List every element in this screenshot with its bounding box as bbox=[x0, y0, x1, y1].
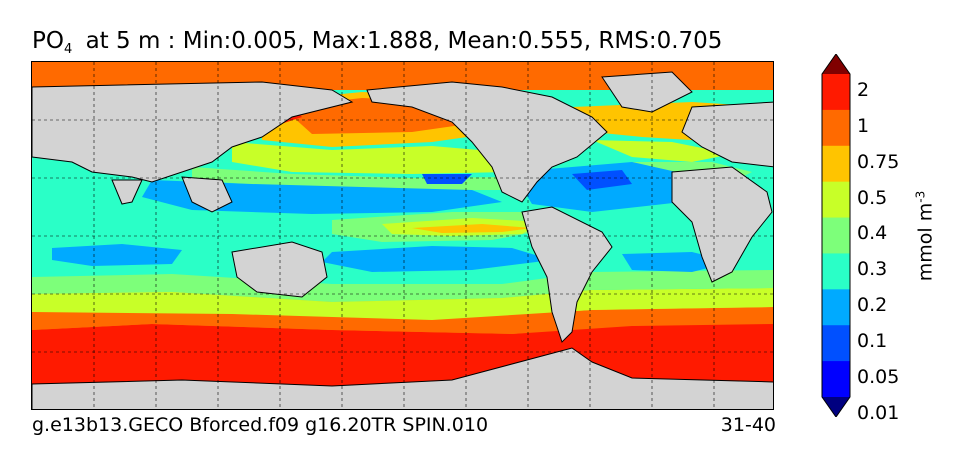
colorbar-cell bbox=[822, 217, 850, 254]
colorbar-extend-max bbox=[822, 54, 850, 74]
colorbar-cell bbox=[822, 325, 850, 362]
colorbar-tick-label: 0.05 bbox=[857, 366, 900, 388]
southern-band-04 bbox=[32, 288, 773, 320]
land-greenland bbox=[601, 71, 693, 113]
colorbar-extend-min bbox=[822, 397, 850, 417]
colorbar-cell bbox=[822, 253, 850, 290]
po4-map bbox=[32, 62, 773, 409]
colorbar-cell bbox=[822, 74, 850, 111]
colorbar-cell bbox=[822, 109, 850, 147]
land-masses bbox=[32, 71, 773, 409]
land-africa bbox=[671, 166, 773, 283]
colorbar-tick-label: 0.2 bbox=[857, 294, 888, 317]
north-pacific-gyre-01 bbox=[142, 180, 502, 214]
colorbar bbox=[821, 54, 851, 417]
colorbar-cell bbox=[822, 145, 850, 183]
north-atlantic-band-04 bbox=[592, 140, 732, 162]
unit-exponent: -3 bbox=[913, 190, 928, 203]
colorbar-tick-label: 1 bbox=[857, 114, 870, 137]
south-pacific-gyre-01 bbox=[322, 246, 552, 272]
map-grid bbox=[32, 62, 773, 409]
colorbar-tick-label: 0.1 bbox=[857, 330, 888, 353]
equatorial-pacific-tongue-05 bbox=[412, 224, 532, 233]
colorbar-cell bbox=[822, 361, 850, 398]
run-id-label: g.e13b13.GECO Bforced.f09 g16.20TR SPIN.… bbox=[32, 414, 489, 436]
land-europe bbox=[681, 101, 773, 168]
land-southeast-asia bbox=[181, 176, 233, 213]
title-stats: at 5 m : Min:0.005, Max:1.888, Mean:0.55… bbox=[85, 28, 723, 54]
colorbar-cell bbox=[822, 181, 850, 219]
plot-title: PO4 at 5 m : Min:0.005, Max:1.888, Mean:… bbox=[32, 28, 722, 57]
colorbar-tick-label: 0.3 bbox=[857, 258, 888, 281]
colorbar-tick-label: 0.01 bbox=[857, 401, 900, 424]
land-antarctica bbox=[32, 347, 773, 409]
indian-ocean-gyre-01 bbox=[52, 244, 182, 266]
southern-ocean-band-075-edge bbox=[32, 307, 773, 334]
unit-text: mmol m bbox=[914, 202, 937, 282]
year-range-label: 31-40 bbox=[720, 414, 776, 436]
land-eurasia bbox=[32, 81, 354, 183]
colorbar-cells bbox=[822, 54, 850, 417]
north-atlantic-gyre-005 bbox=[572, 170, 632, 190]
colorbar-tick-label: 0.5 bbox=[857, 186, 888, 209]
colorbar-tick-label: 2 bbox=[857, 78, 870, 101]
colorbar-tick-label: 0.75 bbox=[857, 150, 900, 173]
colorbar-unit-label: mmol m-3 bbox=[913, 191, 936, 281]
north-pacific-gyre-005 bbox=[422, 174, 472, 184]
north-pacific-band-04 bbox=[232, 142, 512, 174]
colorbar-cell bbox=[822, 289, 850, 326]
title-variable-subscript: 4 bbox=[63, 42, 73, 57]
land-australia bbox=[231, 241, 328, 298]
north-pacific-band-03 bbox=[192, 167, 512, 190]
north-atlantic-gyre-01 bbox=[512, 162, 712, 212]
title-variable: PO bbox=[32, 28, 64, 54]
land-north-america bbox=[366, 81, 608, 203]
colorbar-outline bbox=[821, 54, 851, 417]
land-south-america bbox=[521, 206, 613, 343]
map-panel bbox=[31, 61, 774, 410]
land-india bbox=[111, 179, 143, 205]
colorbar-tick-label: 0.4 bbox=[857, 222, 888, 245]
